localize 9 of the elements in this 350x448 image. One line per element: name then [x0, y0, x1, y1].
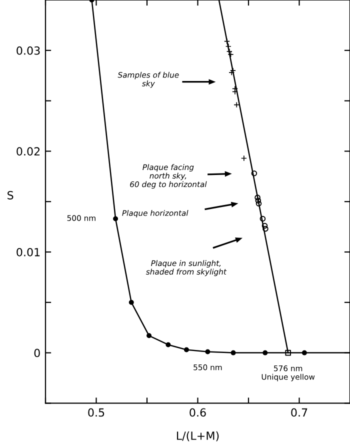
- y-tick-label: 0.01: [16, 248, 40, 256]
- y-axis-title: S: [8, 191, 14, 200]
- y-tick-label: 0.03: [16, 46, 40, 55]
- x-tick-label: 0.7: [291, 408, 308, 417]
- y-tick-label: 0: [34, 348, 40, 358]
- x-tick-label: 0.5: [88, 408, 104, 417]
- x-axis-title: L/(L+M): [176, 431, 219, 442]
- x-tick-label: 0.6: [190, 408, 206, 417]
- y-tick-label: 0.02: [16, 147, 40, 156]
